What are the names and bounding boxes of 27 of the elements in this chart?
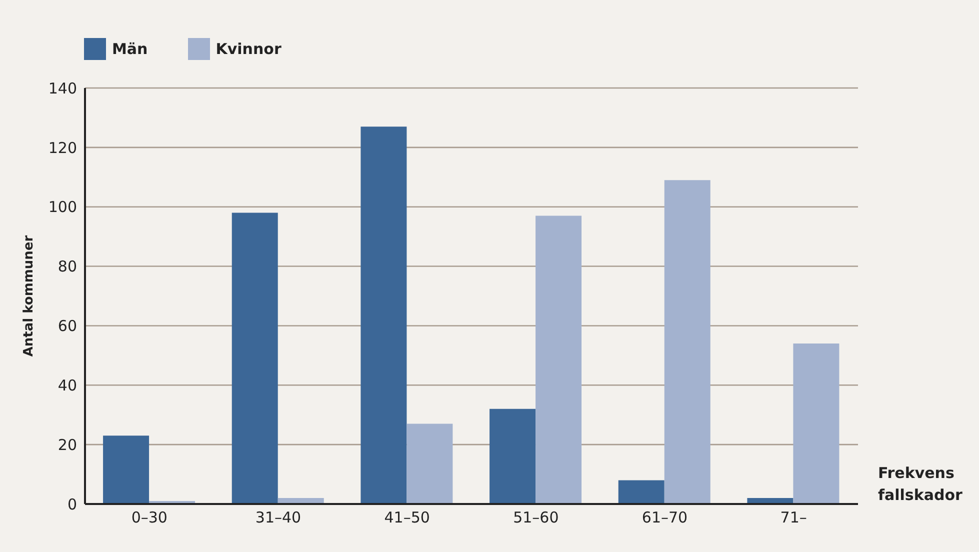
legend-label: Kvinnor (216, 40, 282, 58)
y-tick-label: 0 (67, 495, 77, 514)
x-axis-title: Frekvens fallskador (878, 463, 964, 506)
y-tick-label: 100 (48, 198, 77, 216)
y-tick-label: 120 (48, 138, 77, 157)
bar (103, 436, 150, 504)
y-axis-title: Antal kommuner (22, 234, 37, 357)
y-tick-label: 20 (58, 436, 77, 454)
bar (664, 180, 710, 504)
bar (232, 212, 278, 504)
bar (490, 408, 536, 504)
y-tick-label: 60 (58, 317, 77, 336)
y-tick-label: 140 (48, 79, 77, 98)
x-tick-label: 41–50 (384, 508, 430, 527)
bar (536, 216, 582, 504)
x-tick-label: 0–30 (131, 508, 168, 527)
legend-label: Män (112, 40, 148, 58)
bar (406, 424, 453, 504)
x-tick-label: 71– (780, 508, 807, 527)
bar (793, 344, 840, 504)
y-tick-label: 80 (58, 258, 77, 276)
bar (360, 126, 407, 504)
x-tick-label: 61–70 (642, 508, 688, 527)
y-tick-label: 40 (58, 376, 77, 394)
bar (618, 480, 664, 504)
x-tick-label: 51–60 (513, 508, 559, 527)
x-tick-label: 31–40 (255, 508, 302, 527)
